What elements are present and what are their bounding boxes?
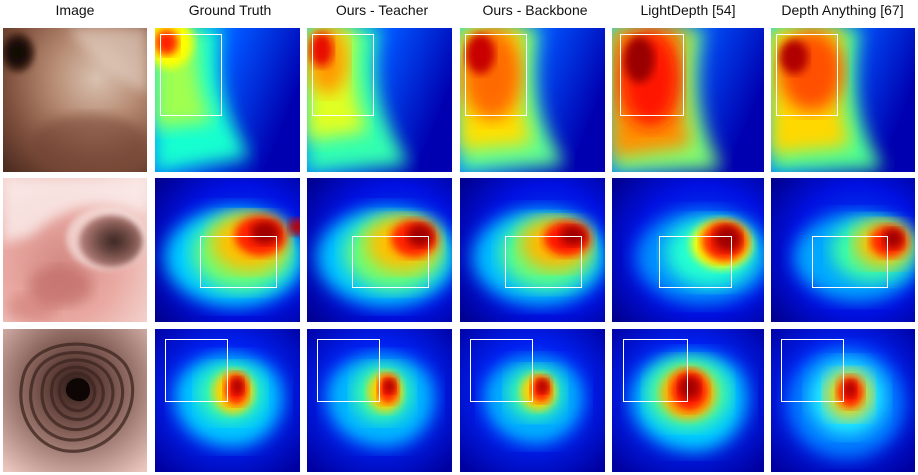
roi-box bbox=[620, 34, 684, 116]
roi-box bbox=[465, 34, 527, 116]
roi-box bbox=[200, 236, 277, 288]
roi-box bbox=[659, 236, 732, 288]
endoscopy-image-row3 bbox=[3, 329, 147, 472]
column-header-ours-backbone: Ours - Backbone bbox=[482, 2, 588, 18]
column-header-ground-truth: Ground Truth bbox=[188, 2, 272, 18]
column-header-image: Image bbox=[55, 2, 95, 18]
depth-map-row2-ours-teacher bbox=[307, 178, 452, 322]
roi-box bbox=[505, 236, 582, 288]
depth-map-row3-ours-backbone bbox=[460, 329, 605, 472]
depth-map-row1-lightdepth bbox=[612, 28, 764, 172]
depth-map-row3-lightdepth bbox=[612, 329, 764, 472]
roi-box bbox=[160, 34, 222, 116]
depth-map-row3-ours-teacher bbox=[307, 329, 452, 472]
depth-map-row1-depth-anything bbox=[771, 28, 915, 172]
column-header-ours-teacher: Ours - Teacher bbox=[335, 2, 429, 18]
depth-map-row2-lightdepth bbox=[612, 178, 764, 322]
roi-box bbox=[781, 339, 844, 402]
roi-box bbox=[312, 34, 374, 116]
column-header-lightdepth: LightDepth [54] bbox=[640, 2, 736, 18]
depth-map-row2-ground-truth bbox=[155, 178, 300, 322]
depth-map-row2-depth-anything bbox=[771, 178, 915, 322]
depth-map-row1-ground-truth bbox=[155, 28, 300, 172]
roi-box bbox=[812, 236, 888, 288]
depth-map-row2-ours-backbone bbox=[460, 178, 605, 322]
roi-box bbox=[352, 236, 429, 288]
roi-box bbox=[470, 339, 533, 402]
depth-map-row3-ground-truth bbox=[155, 329, 300, 472]
endoscopy-image-row2 bbox=[3, 178, 147, 322]
roi-box bbox=[623, 339, 688, 402]
depth-map-row1-ours-backbone bbox=[460, 28, 605, 172]
column-header-depth-anything: Depth Anything [67] bbox=[781, 2, 904, 18]
depth-map-row3-depth-anything bbox=[771, 329, 915, 472]
endoscopy-image-row1 bbox=[3, 28, 147, 172]
roi-box bbox=[776, 34, 838, 116]
roi-box bbox=[165, 339, 228, 402]
roi-box bbox=[317, 339, 380, 402]
depth-map-row1-ours-teacher bbox=[307, 28, 452, 172]
